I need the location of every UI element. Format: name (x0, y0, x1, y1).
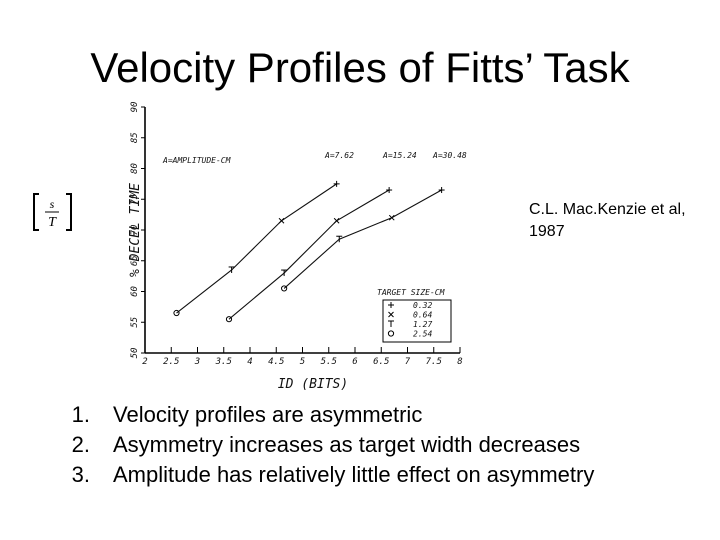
citation-year: 1987 (529, 223, 565, 240)
data-point-5 (281, 269, 288, 277)
chart-container: 50 55 60 65 70 75 80 85 90 2 2.5 3 3.5 4 4.5 5 5.5 6 6.5 7 7… (95, 95, 495, 395)
legend-marker-0 (388, 302, 394, 308)
x-tick-label: 6 (352, 357, 357, 367)
x-tick-label: 3.5 (215, 357, 232, 367)
data-point-4 (225, 316, 233, 323)
y-tick-label: 65 (130, 255, 140, 266)
y-tick-label: 85 (130, 132, 140, 143)
y-tick-label: 90 (130, 102, 140, 113)
y-tick-label: 80 (130, 163, 140, 174)
chart-axes: 50 55 60 65 70 75 80 85 90 2 2.5 3 3.5 4 4.5 5 5.5 6 6.5 7 7… (130, 102, 463, 367)
x-tick-label: 2.5 (163, 357, 179, 367)
series-label-a3048: A=30.48 (432, 151, 467, 160)
legend-marker-2 (388, 320, 394, 327)
x-tick-label: 6.5 (373, 357, 389, 367)
target-size-legend-title: TARGET SIZE-CM (377, 288, 446, 297)
x-tick-label: 7 (405, 357, 411, 367)
x-tick-label: 8 (457, 357, 462, 367)
data-point-6 (333, 217, 340, 224)
series-label-a1524: A=15.24 (382, 151, 417, 160)
legend-marker-1 (388, 311, 394, 318)
bullet-number: 2. (71, 432, 90, 457)
chart-legend-title: A=AMPLITUDE-CM (162, 156, 232, 165)
y-tick-label: 50 (130, 348, 140, 359)
legend-label-0: 0.32 (413, 301, 432, 310)
bullet-text: Asymmetry increases as target width decr… (113, 432, 581, 457)
x-tick-label: 4 (247, 357, 252, 367)
legend-label-1: 0.64 (413, 311, 432, 320)
data-point-7 (386, 187, 393, 194)
target-size-legend-box (382, 299, 452, 343)
data-point-8 (281, 285, 288, 292)
x-tick-label: 2 (142, 357, 147, 367)
target-size-legend: TARGET SIZE-CM 0.320.641.272.54 (377, 288, 452, 343)
slide-title: Velocity Profiles of Fitts’ Task (90, 44, 630, 91)
x-tick-label: 3 (194, 357, 200, 367)
bullet-item: 3. Amplitude has relatively little effect… (40, 460, 595, 490)
legend-label-2: 1.27 (413, 320, 432, 329)
bullet-list: 1. Velocity profiles are asymmetric 2. Asy… (40, 400, 595, 490)
bullet-text: Amplitude has relatively little effect o… (113, 462, 595, 487)
x-tick-label: 5 (300, 357, 305, 367)
y-tick-label: 70 (130, 225, 140, 236)
series-line-2 (283, 189, 442, 289)
formula-s-over-t: s T (33, 193, 72, 231)
bullet-item: 1. Velocity profiles are asymmetric (40, 400, 594, 430)
y-tick-label: 55 (130, 317, 140, 328)
data-point-2 (278, 217, 285, 224)
x-axis-label: ID (BITS) (278, 377, 348, 392)
bullet-item: 2. Asymmetry increases as target width de… (40, 430, 594, 460)
x-tick-label: 7.5 (426, 357, 442, 367)
bullet-text: Velocity profiles are asymmetric (113, 402, 423, 427)
data-point-0 (173, 309, 180, 317)
citation-authors: C.L. Mac.Kenzie et al, (529, 201, 686, 218)
bullet-number: 3. (71, 462, 90, 487)
legend-label-3: 2.54 (413, 330, 432, 339)
citation: C.L. Mac.Kenzie et al, 1987 (529, 199, 686, 243)
data-point-3 (333, 180, 340, 187)
legend-marker-3 (387, 330, 395, 337)
series-line-0 (176, 183, 337, 314)
data-point-1 (228, 266, 235, 273)
data-point-9 (336, 235, 343, 243)
velocity-chart: 50 55 60 65 70 75 80 85 90 2 2.5 3 3.5 4 4.5 5 5.5 6 6.5 7 7… (128, 102, 467, 392)
x-tick-label: 5.5 (321, 357, 337, 367)
y-tick-label: 75 (130, 194, 140, 205)
data-point-11 (438, 187, 445, 194)
chart-series-lines (176, 183, 442, 320)
chart-markers (173, 180, 445, 323)
y-axis-label: % DECEL TIME (128, 183, 143, 277)
data-point-10 (388, 214, 395, 221)
series-label-a762: A=7.62 (324, 151, 354, 160)
series-line-1 (228, 189, 390, 320)
formula-numerator: s (50, 197, 55, 211)
bullet-number: 1. (71, 402, 90, 427)
formula-denominator: T (48, 215, 57, 230)
x-tick-label: 4.5 (268, 357, 284, 367)
y-tick-label: 60 (130, 286, 140, 297)
